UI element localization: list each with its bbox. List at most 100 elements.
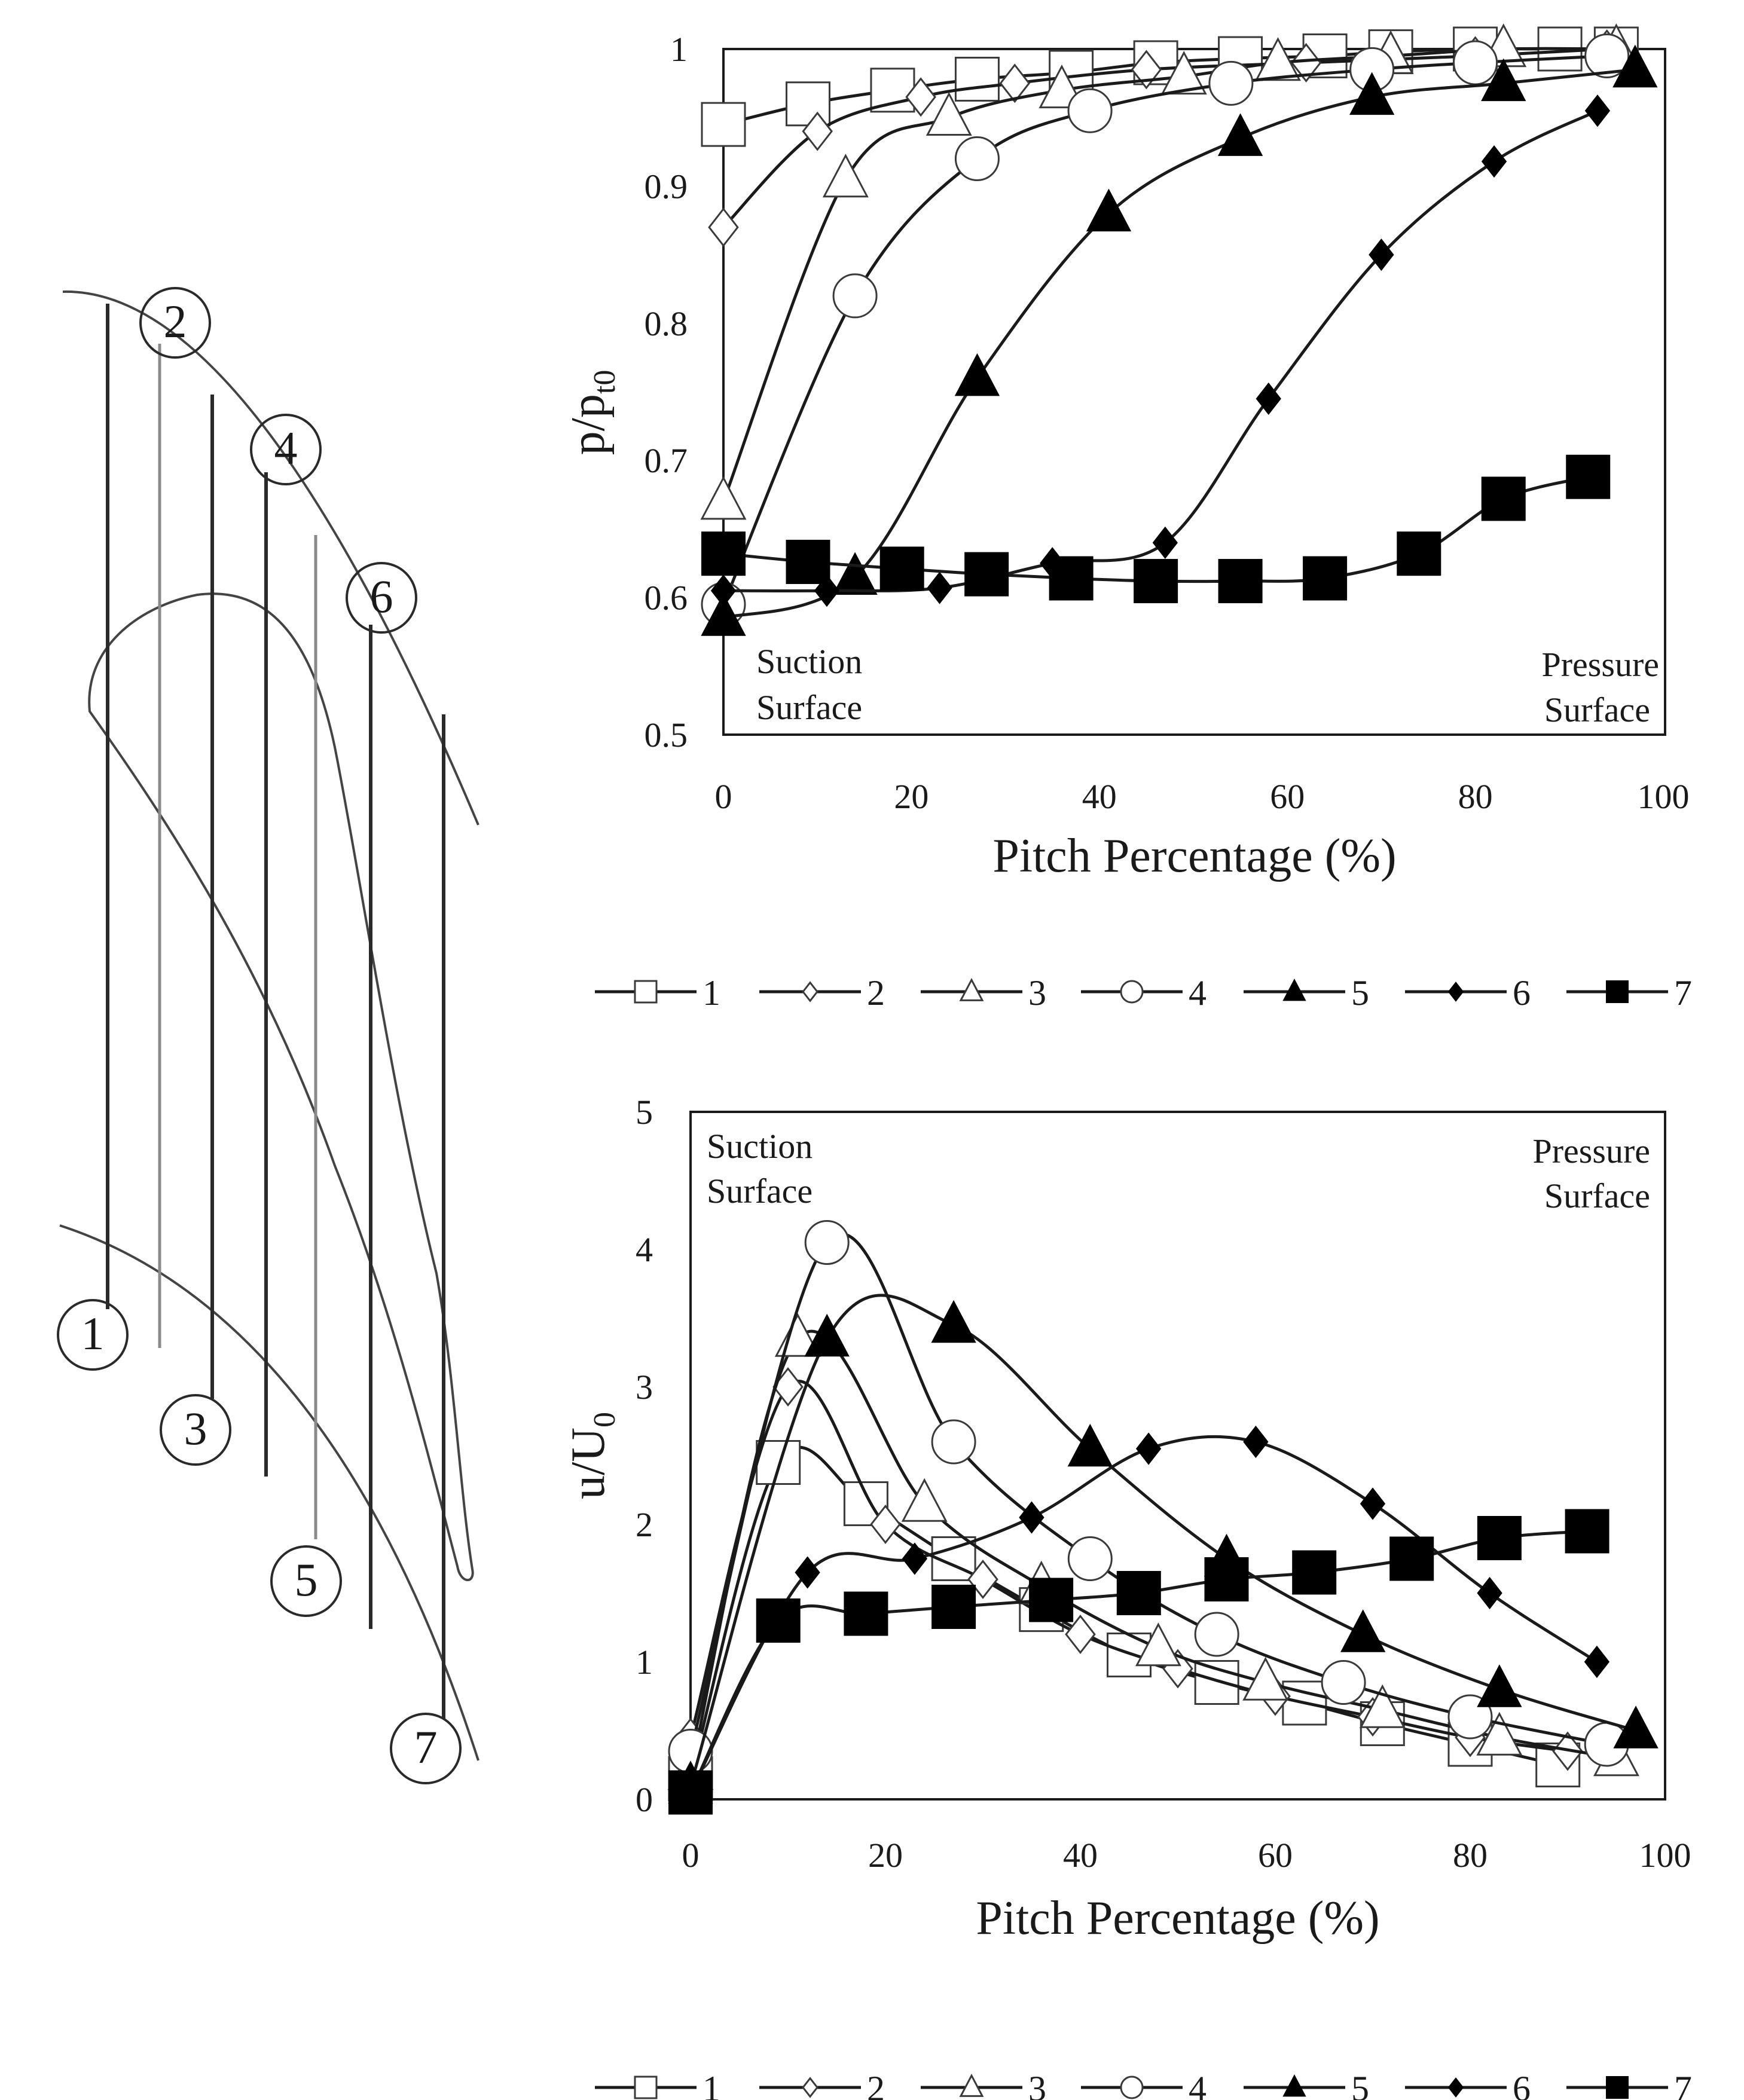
data-point — [1359, 1684, 1406, 1728]
data-point — [1135, 1622, 1181, 1667]
station-number: 3 — [184, 1402, 207, 1454]
data-point — [1049, 556, 1094, 601]
velocity-chart: u/U0 Pitch Percentage (%) Suction Surfac… — [562, 1111, 1666, 1945]
series-7 — [701, 454, 1611, 604]
y-tick-label: 4 — [636, 1230, 653, 1269]
data-point — [822, 154, 869, 198]
data-point — [1135, 1432, 1162, 1465]
data-point — [1067, 1536, 1113, 1581]
y-tick-label: 0 — [636, 1780, 653, 1819]
station-label-3: 3 — [160, 1394, 231, 1466]
data-point — [1565, 1509, 1609, 1554]
pressure-surface-label-line2: Surface — [1544, 690, 1650, 729]
data-point — [795, 1556, 820, 1589]
y-tick-label: 5 — [636, 1093, 653, 1132]
legend-marker — [634, 980, 658, 1004]
data-point — [1067, 1423, 1113, 1467]
data-point — [879, 546, 924, 591]
legend-marker — [1447, 2077, 1464, 2098]
data-point — [1349, 72, 1395, 115]
legend-label: 1 — [703, 2069, 720, 2100]
data-point — [870, 68, 915, 113]
legend-label: 2 — [867, 973, 885, 1013]
legend-label: 6 — [1513, 973, 1531, 1013]
svg-text:p/pt0: p/pt0 — [562, 370, 622, 456]
data-point — [964, 552, 1009, 597]
data-point — [1160, 51, 1207, 95]
data-point — [926, 91, 972, 136]
data-point — [668, 1770, 713, 1815]
lower-blade-suction-surface — [59, 1224, 479, 1761]
pressure-surface-label-line1: Pressure — [1532, 1132, 1650, 1170]
legend-marker — [802, 2077, 818, 2098]
data-point — [1152, 526, 1178, 559]
series-line — [722, 47, 1617, 502]
upper-blade-pressure-surface — [62, 290, 479, 826]
legend-marker — [634, 2075, 658, 2099]
legend-item-7: 7 — [1566, 973, 1692, 1013]
legend-marker — [1606, 980, 1629, 1003]
series-line — [723, 109, 1599, 592]
data-point — [1613, 1705, 1659, 1749]
data-point — [802, 111, 833, 151]
series-6 — [710, 94, 1611, 607]
suction-surface-label-line1: Suction — [756, 642, 862, 681]
data-point — [1481, 145, 1507, 178]
data-point — [1242, 1656, 1289, 1701]
legend-marker — [1282, 979, 1306, 1001]
legend: 1 2 3 4 5 6 7 — [595, 973, 1692, 1013]
x-tick-label: 0 — [715, 777, 732, 816]
station-number: 2 — [164, 295, 187, 347]
ylabel-main: u/U — [562, 1427, 615, 1499]
data-point — [1029, 1578, 1074, 1622]
data-point — [1256, 382, 1281, 415]
data-point — [1208, 60, 1254, 106]
x-tick-label: 20 — [894, 777, 928, 816]
series-7 — [668, 1509, 1609, 1815]
data-point — [1116, 1571, 1161, 1615]
x-tick-label: 40 — [1082, 777, 1117, 816]
station-label-5: 5 — [270, 1545, 342, 1617]
legend-label: 5 — [1351, 2069, 1369, 2100]
pressure-surface-label-line2: Surface — [1544, 1176, 1650, 1215]
station-label-4: 4 — [250, 414, 322, 485]
data-point — [954, 56, 1000, 102]
data-point — [756, 1598, 801, 1643]
y-tick-label: 2 — [636, 1505, 653, 1544]
data-point — [844, 1591, 888, 1636]
y-tick-label: 1 — [636, 1643, 653, 1682]
series-5 — [701, 44, 1658, 636]
legend-label: 3 — [1028, 2069, 1046, 2100]
data-point — [901, 1478, 948, 1522]
y-tick-label: 1 — [670, 30, 688, 69]
x-tick-label: 20 — [868, 1836, 903, 1875]
data-point — [700, 476, 747, 520]
station-number: 4 — [274, 422, 298, 474]
legend-item-3: 3 — [921, 2069, 1046, 2100]
y-tick-label: 0.9 — [645, 167, 688, 206]
data-point — [1019, 1501, 1044, 1534]
data-point — [786, 539, 830, 584]
legend-label: 4 — [1189, 2069, 1207, 2100]
series-line — [689, 1329, 1617, 1772]
legend-item-7: 7 — [1566, 2069, 1692, 2100]
legend-label: 3 — [1028, 973, 1046, 1013]
legend-marker — [959, 2073, 984, 2097]
data-point — [1086, 188, 1132, 232]
data-point — [1481, 476, 1526, 521]
data-point — [931, 1419, 976, 1465]
y-tick-label: 0.5 — [645, 716, 688, 754]
y-axis-title: p/pt0 — [562, 370, 622, 456]
legend-label: 7 — [1674, 2069, 1692, 2100]
data-point — [954, 353, 1000, 396]
data-point — [931, 1585, 976, 1629]
series-4 — [668, 1220, 1629, 1774]
x-axis-title: Pitch Percentage (%) — [992, 830, 1396, 882]
y-axis-title: u/U0 — [562, 1412, 622, 1499]
legend-item-2: 2 — [759, 2069, 885, 2100]
y-tick-label: 0.7 — [645, 441, 688, 480]
data-point — [1340, 1609, 1386, 1652]
data-point — [1290, 42, 1322, 82]
legend-item-5: 5 — [1244, 973, 1369, 1013]
data-point — [701, 593, 746, 636]
